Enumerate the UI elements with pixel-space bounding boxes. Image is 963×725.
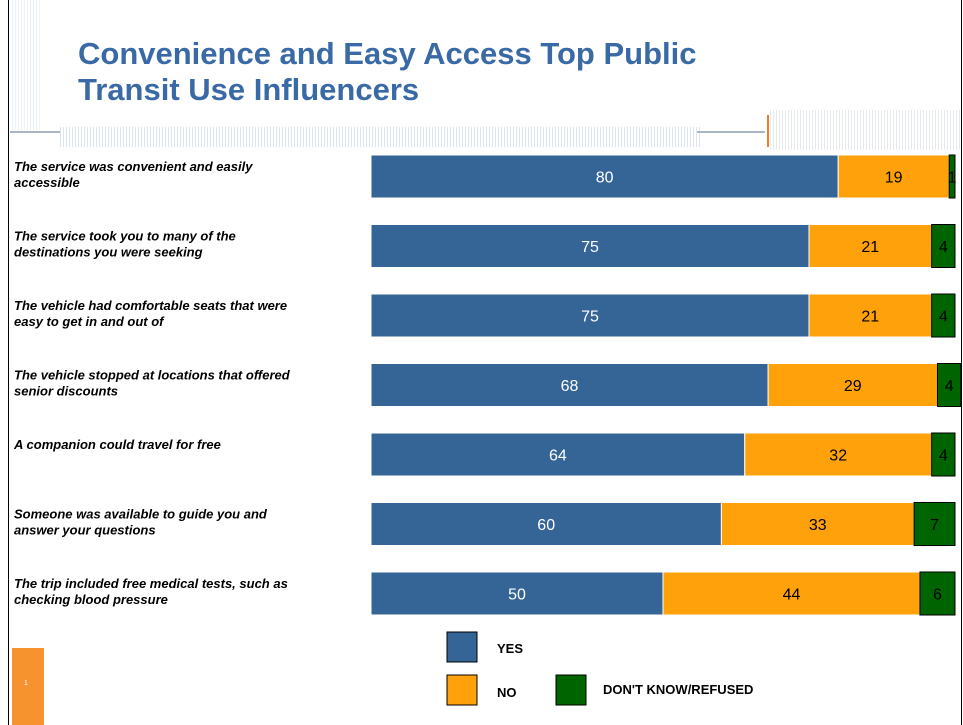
bar-yes: [370, 571, 664, 616]
data-label-don-t-know-refused: 4: [939, 309, 948, 326]
slide-title-line-1: Convenience and Easy Access Top Public: [78, 36, 697, 71]
legend-label-no: NO: [497, 685, 517, 700]
data-label-don-t-know-refused: 4: [939, 239, 948, 256]
category-label-line: The vehicle had comfortable seats that w…: [14, 298, 287, 313]
bar-no: [808, 293, 933, 338]
bar-yes: [370, 363, 769, 407]
bar-don-t-know-refused: [936, 363, 962, 407]
bar-no: [744, 432, 933, 477]
data-label-yes: 60: [537, 517, 555, 534]
data-label-don-t-know-refused: 4: [945, 378, 954, 395]
header-rule-right: [697, 131, 765, 133]
legend-label-don-t-know-refused: DON'T KNOW/REFUSED: [603, 682, 753, 697]
category-label: The vehicle had comfortable seats that w…: [14, 298, 287, 329]
category-label-line: easy to get in and out of: [14, 314, 165, 329]
data-label-no: 21: [861, 239, 879, 256]
data-label-yes: 68: [561, 378, 579, 395]
data-label-don-t-know-refused: 1: [948, 170, 957, 187]
bar-yes: [370, 154, 839, 199]
legend-swatch-yes: [446, 631, 478, 663]
header-rule-left: [10, 131, 60, 133]
category-label-line: The vehicle stopped at locations that of…: [14, 368, 291, 383]
bar-don-t-know-refused: [931, 224, 956, 268]
header-band: [60, 127, 700, 147]
data-label-yes: 75: [581, 239, 599, 256]
data-label-don-t-know-refused: 4: [939, 448, 948, 465]
bar-don-t-know-refused: [919, 571, 956, 616]
category-label: The service was convenient and easily acc…: [14, 159, 253, 190]
decorative-swirl: [770, 110, 960, 150]
category-label-line: The service took you to many of the: [14, 229, 236, 244]
slide-title: Convenience and Easy Access Top Public T…: [78, 36, 697, 108]
data-label-yes: 80: [596, 170, 614, 187]
category-label-line: A companion could travel for free: [13, 437, 221, 452]
category-label-line: checking blood pressure: [14, 592, 168, 607]
data-label-no: 44: [783, 587, 801, 604]
category-label: A companion could travel for free: [13, 437, 221, 452]
category-label-line: answer your questions: [14, 523, 156, 538]
data-label-no: 32: [829, 448, 847, 465]
category-label-line: accessible: [14, 175, 80, 190]
legend-swatch-don-t-know-refused: [555, 674, 587, 706]
legend-label-yes: YES: [497, 641, 523, 656]
category-label: The service took you to many of the desti…: [14, 229, 236, 260]
decorative-stripe: [12, 0, 42, 130]
data-label-no: 33: [809, 517, 827, 534]
bar-don-t-know-refused: [948, 154, 956, 199]
category-label: Someone was available to guide you and an…: [14, 507, 268, 538]
data-label-don-t-know-refused: 7: [930, 517, 939, 534]
slide-title-line-2: Transit Use Influencers: [78, 72, 420, 107]
page-number-box: [12, 648, 44, 725]
data-label-yes: 50: [508, 587, 526, 604]
bar-yes: [370, 502, 722, 546]
data-label-yes: 64: [549, 448, 567, 465]
header-accent-tick: [767, 115, 769, 147]
category-label-line: The service was convenient and easily: [14, 159, 253, 174]
category-label-line: The trip included free medical tests, su…: [14, 576, 288, 591]
bar-don-t-know-refused: [913, 502, 956, 546]
category-label-line: senior discounts: [14, 384, 118, 399]
data-label-yes: 75: [581, 309, 599, 326]
data-label-don-t-know-refused: 6: [933, 587, 942, 604]
page-number: 1: [24, 680, 28, 687]
data-label-no: 29: [844, 378, 862, 395]
slide-frame-right: [961, 0, 962, 725]
category-label-line: destinations you were seeking: [14, 245, 203, 260]
bar-yes: [370, 224, 810, 268]
bar-don-t-know-refused: [931, 432, 956, 477]
bar-no: [767, 363, 938, 407]
legend-swatch-no: [446, 674, 478, 706]
slide-frame-left: [8, 0, 9, 725]
data-label-no: 19: [885, 170, 903, 187]
category-label-line: Someone was available to guide you and: [14, 507, 268, 522]
bar-no: [662, 571, 921, 616]
data-label-no: 21: [861, 309, 879, 326]
category-label: The vehicle stopped at locations that of…: [14, 368, 291, 399]
bar-don-t-know-refused: [931, 293, 956, 338]
category-label: The trip included free medical tests, su…: [14, 576, 288, 607]
bar-no: [720, 502, 915, 546]
